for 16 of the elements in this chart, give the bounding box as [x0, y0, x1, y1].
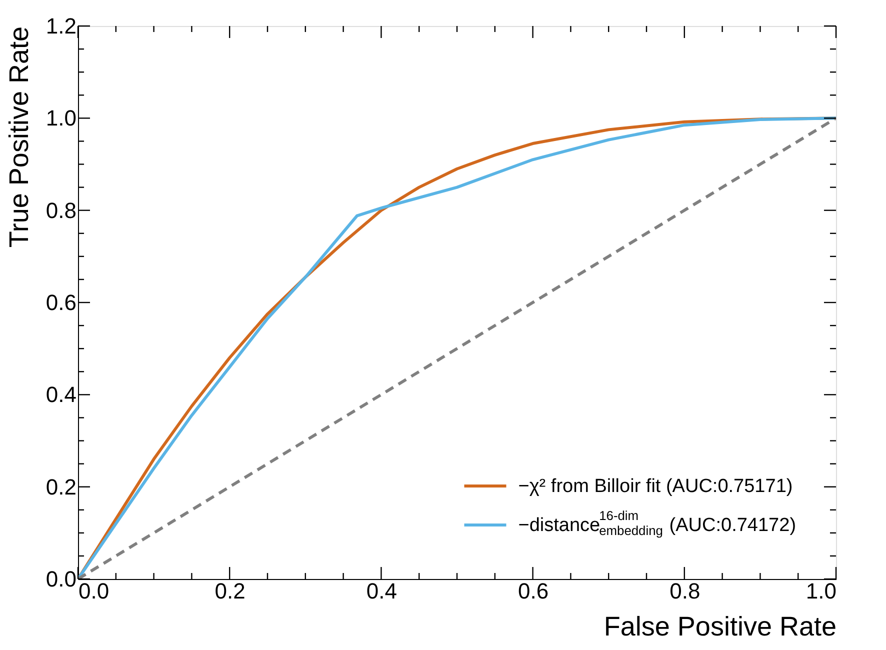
y-tick-label: 0.8 — [46, 198, 76, 223]
x-axis-title: False Positive Rate — [604, 612, 836, 642]
x-tick-label: 1.0 — [806, 578, 836, 604]
y-tick-label: 0.4 — [46, 382, 76, 408]
legend-label: −χ² from Billoir fit (AUC:0.75171) — [518, 476, 793, 497]
y-tick-label: 1.0 — [46, 106, 76, 131]
x-tick-label: 0.8 — [670, 578, 700, 604]
y-axis-title: True Positive Rate — [4, 26, 34, 248]
x-tick-label: 0.6 — [518, 578, 549, 604]
y-tick-label: 0.2 — [46, 474, 76, 500]
y-tick-label: 1.2 — [46, 14, 76, 38]
y-tick-label: 0.0 — [46, 566, 76, 592]
y-tick-label: 0.6 — [46, 290, 76, 315]
x-tick-label: 0.2 — [214, 578, 246, 604]
x-tick-label: 0.4 — [366, 578, 397, 604]
text: 0.0 — [78, 578, 110, 604]
